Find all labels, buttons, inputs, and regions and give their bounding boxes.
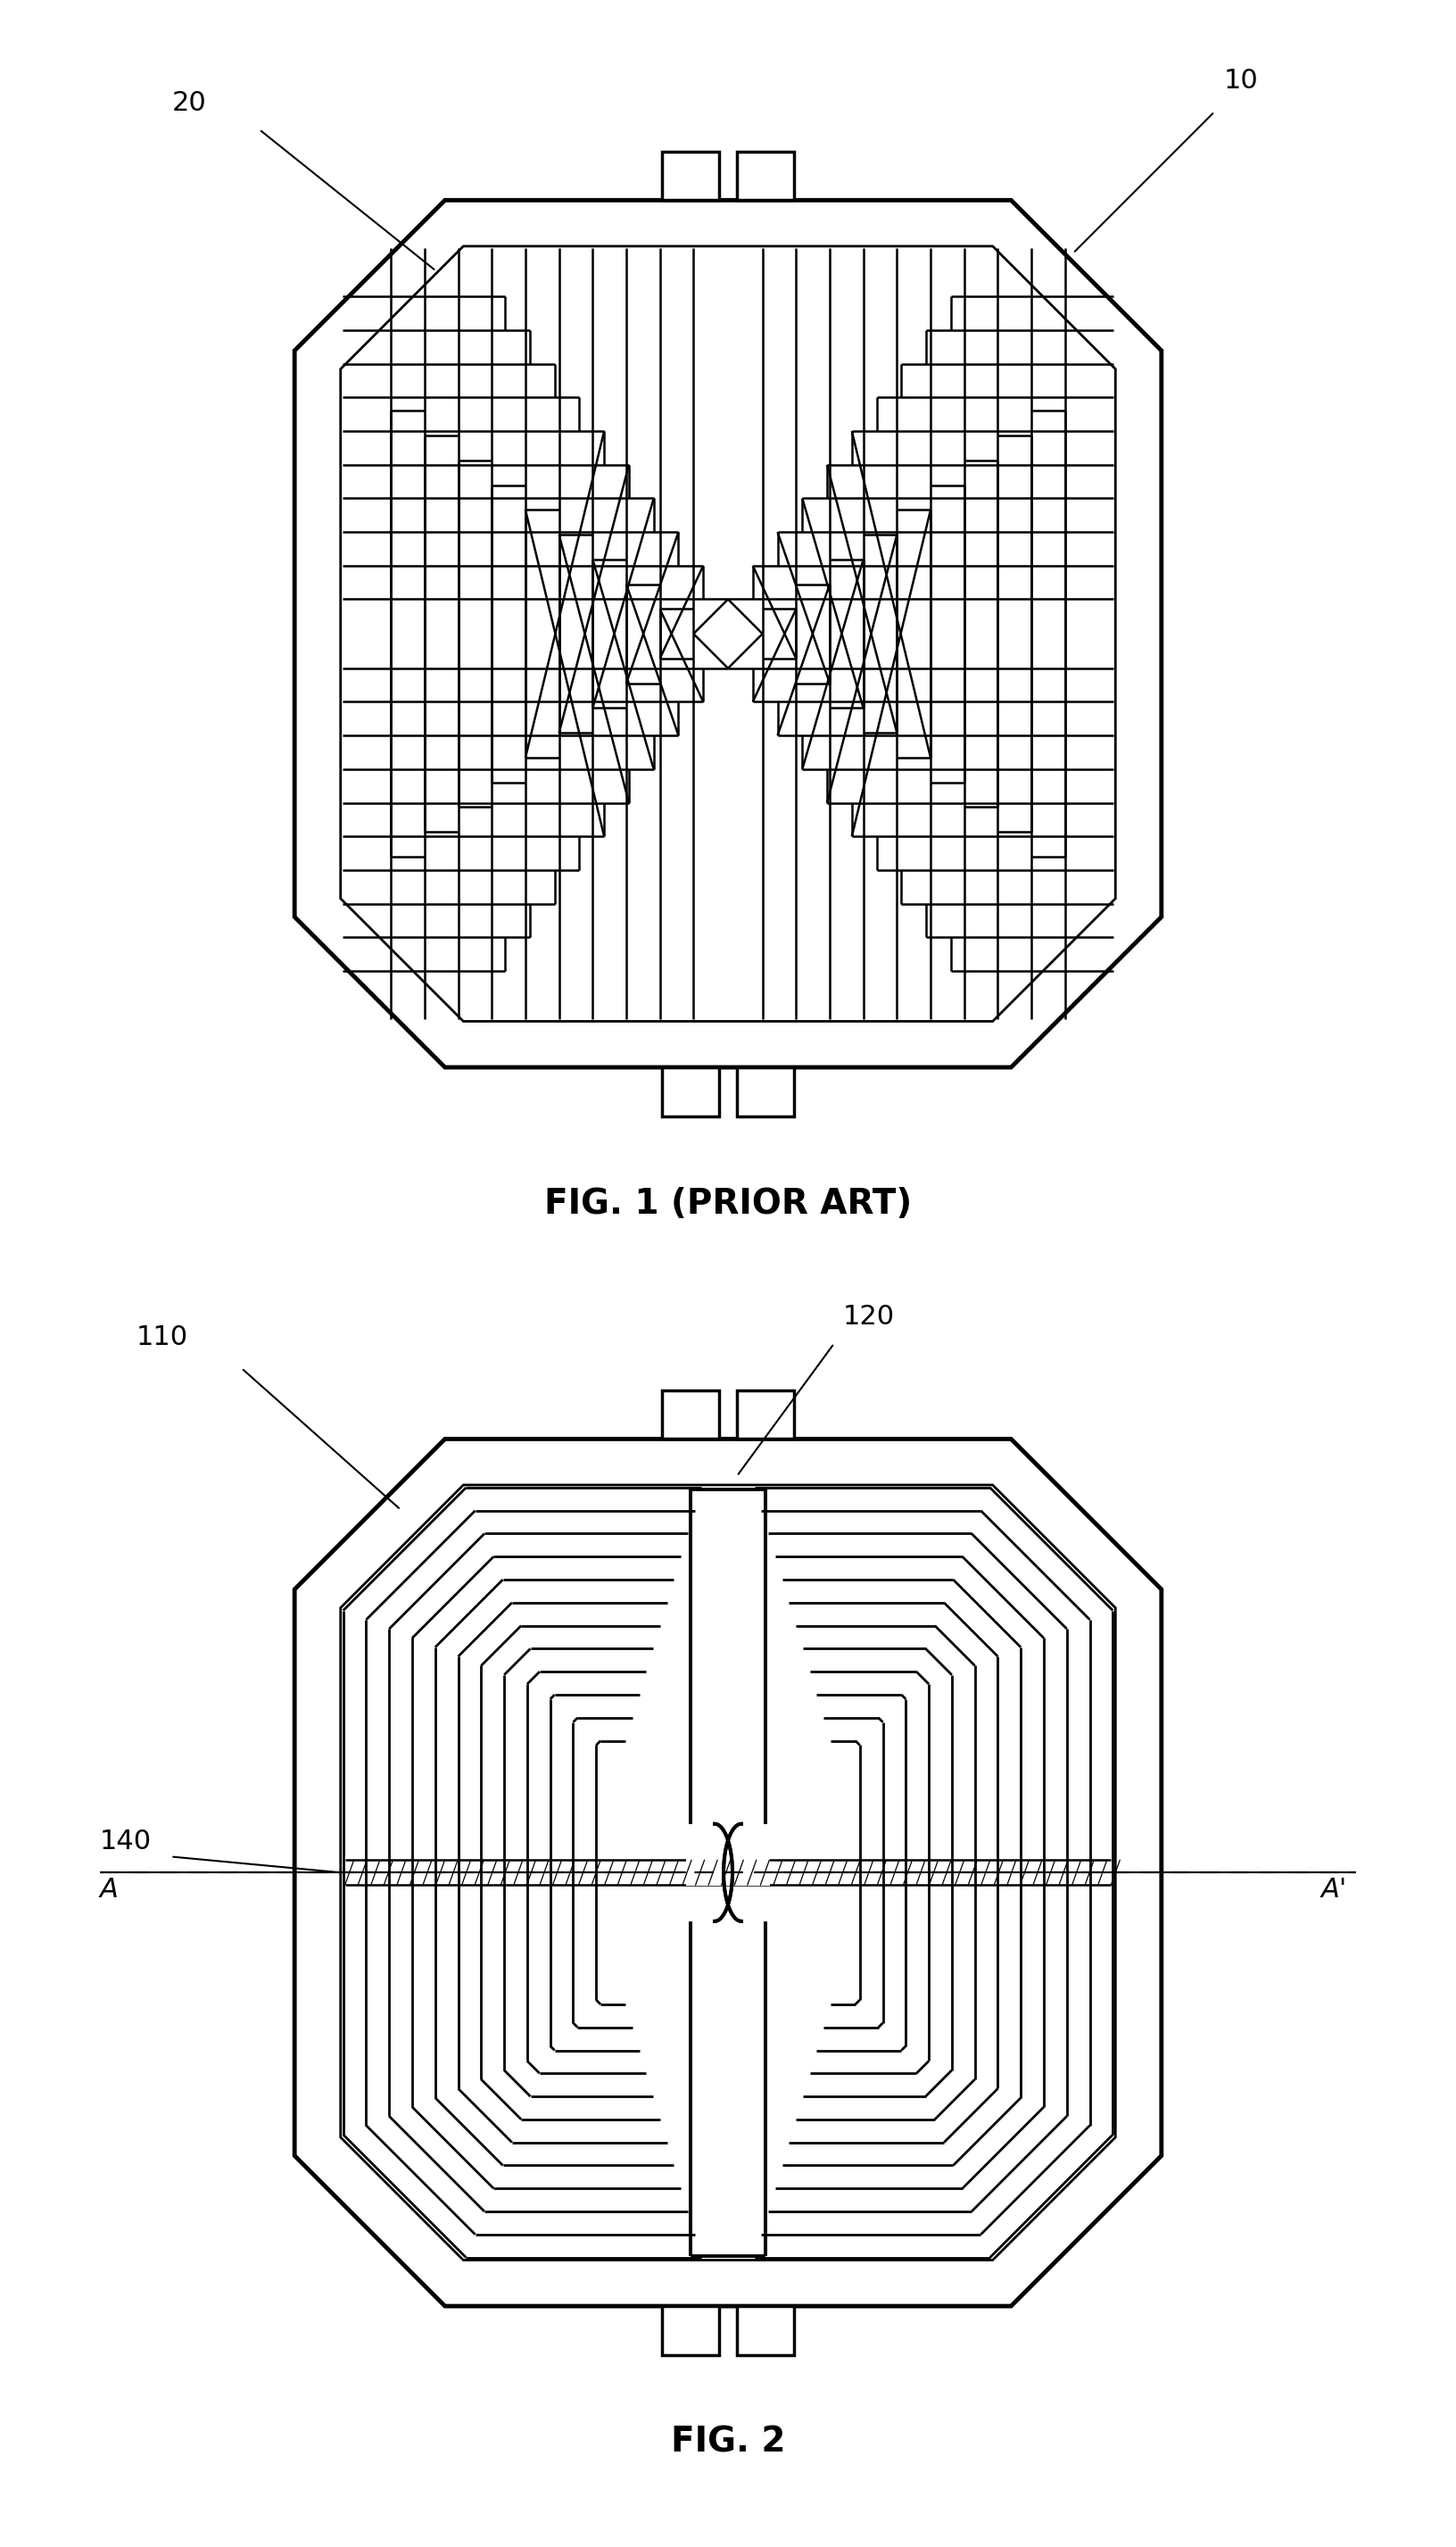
- Polygon shape: [737, 150, 794, 201]
- Polygon shape: [661, 2305, 719, 2356]
- Text: A: A: [100, 1877, 118, 1903]
- Polygon shape: [686, 1859, 769, 1885]
- Polygon shape: [294, 201, 1160, 1067]
- Text: A': A': [1319, 1877, 1345, 1903]
- Polygon shape: [737, 1067, 794, 1116]
- Polygon shape: [341, 1485, 1115, 2259]
- Polygon shape: [661, 1067, 719, 1116]
- Polygon shape: [661, 1391, 719, 1439]
- Text: FIG. 1 (PRIOR ART): FIG. 1 (PRIOR ART): [543, 1187, 911, 1220]
- Text: 10: 10: [1223, 69, 1257, 94]
- Text: 110: 110: [137, 1324, 188, 1350]
- Text: 20: 20: [172, 89, 205, 117]
- Polygon shape: [661, 150, 719, 201]
- Polygon shape: [737, 2305, 794, 2356]
- Text: FIG. 2: FIG. 2: [670, 2425, 785, 2460]
- Text: 140: 140: [100, 1829, 151, 1854]
- Polygon shape: [294, 1439, 1160, 2305]
- Polygon shape: [341, 247, 1115, 1021]
- Text: 120: 120: [843, 1304, 894, 1330]
- Polygon shape: [737, 1391, 794, 1439]
